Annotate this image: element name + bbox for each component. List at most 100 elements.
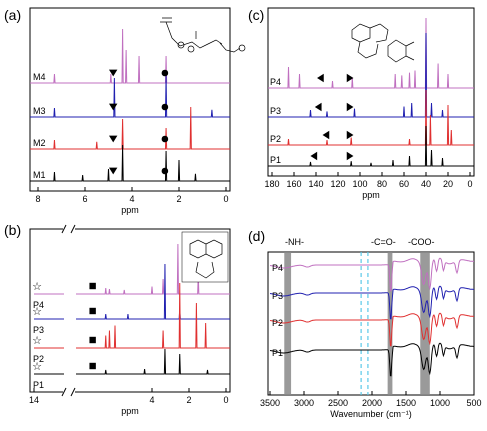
- series-label-p1: P1: [33, 380, 44, 390]
- series-label-p1: P1: [270, 155, 281, 165]
- marker-square-p1: [89, 362, 96, 370]
- series-line-m3: [30, 74, 230, 118]
- series-label-m3: M3: [33, 106, 46, 116]
- marker-triangle-left-p4: [317, 73, 324, 83]
- series-line-p4: [34, 243, 230, 295]
- series-line-m2: [30, 106, 230, 150]
- x-tick-label: 6: [82, 194, 87, 204]
- x-tick-label: 140: [308, 179, 323, 189]
- series-label-p2: P2: [272, 318, 283, 328]
- marker-triangle-right-p1: [346, 151, 354, 161]
- series-label-p3: P3: [33, 325, 44, 335]
- x-tick-label: 180: [264, 179, 279, 189]
- axis-break-gap: [63, 388, 75, 396]
- x-tick-label: 4: [129, 194, 134, 204]
- series-line-p1: [268, 125, 474, 167]
- panel-d-data: P4 P3 P2 P1: [269, 257, 474, 377]
- marker-circle-m3: [161, 103, 169, 111]
- x-tick-label: 3500: [260, 398, 280, 408]
- axis-break-mark: [61, 387, 67, 397]
- series-line-p1: [269, 342, 474, 377]
- series-label-p4: P4: [272, 263, 283, 273]
- plot-frame-b: [29, 228, 231, 393]
- panel-c-molecule: [351, 23, 415, 63]
- panel-d-bands: [284, 252, 430, 395]
- marker-circle-m1: [161, 167, 169, 175]
- x-axis-label: ppm: [362, 190, 380, 200]
- panel-b-axis: 14 4 2 0 ppm: [29, 224, 229, 416]
- x-tick-label: 2000: [362, 398, 382, 408]
- annotation-nh: -NH-: [285, 237, 304, 247]
- panel-label-b: (b): [4, 222, 21, 238]
- panel-label-d: (d): [248, 228, 265, 244]
- marker-triangle-down-m3: [109, 103, 118, 111]
- series-label-p4: P4: [33, 300, 44, 310]
- plot-frame-d: [267, 251, 475, 396]
- panel-c-data: P4 P3 P2 P1: [268, 17, 474, 167]
- series-line-p3: [269, 285, 474, 320]
- x-tick-label: 4: [149, 395, 154, 405]
- marker-circle-m4: [161, 69, 169, 77]
- annotation-co: -C=O-: [371, 237, 396, 247]
- plot-frame-a: [29, 7, 231, 192]
- panel-label-c: (c): [248, 7, 264, 23]
- x-tick-label: 8: [35, 194, 40, 204]
- series-label-p2: P2: [270, 134, 281, 144]
- marker-triangle-down-m2: [109, 135, 118, 143]
- x-tick-label: 60: [399, 179, 409, 189]
- series-label-p3: P3: [270, 106, 281, 116]
- panel-b: (b) P4 P3 P2 P1 ☆ ☆ ☆ ☆ 14 4 2 0 ppm: [4, 222, 231, 416]
- series-line-p4: [269, 257, 474, 292]
- x-tick-label: 80: [377, 179, 387, 189]
- marker-square-p3: [89, 307, 96, 315]
- x-tick-label: 40: [421, 179, 431, 189]
- marker-triangle-right-p3: [346, 102, 354, 112]
- panel-a: (a) M4 M3 M2 M1 8 6 4 2 0 ppm: [4, 7, 246, 215]
- axis-break-mark: [70, 387, 76, 397]
- series-label-p2: P2: [33, 354, 44, 364]
- x-tick-label: 20: [443, 179, 453, 189]
- x-tick-label: 0: [467, 179, 472, 189]
- panel-b-data: P4 P3 P2 P1 ☆ ☆ ☆ ☆: [32, 243, 230, 390]
- series-line-m1: [30, 144, 230, 182]
- band-shade: [387, 252, 393, 395]
- panel-d: (d) P4 P3 P2 P1 3500 3000 2500 2000 1500 1000 500…: [248, 228, 482, 419]
- axis-break-gap: [63, 225, 75, 233]
- series-line-p2: [269, 312, 474, 347]
- series-line-p2: [268, 89, 474, 146]
- series-line-m4: [30, 28, 230, 84]
- panel-a-data: M4 M3 M2 M1: [30, 28, 230, 182]
- marker-star-p2: ☆: [32, 335, 42, 347]
- panel-a-axis: 8 6 4 2 0 ppm: [35, 187, 229, 215]
- series-label-m2: M2: [33, 138, 46, 148]
- series-line-p2: [34, 282, 230, 349]
- marker-star-p4: ☆: [32, 281, 42, 293]
- panel-b-molecule: [181, 231, 229, 283]
- x-tick-label: 0: [223, 194, 228, 204]
- series-label-p1: P1: [272, 348, 283, 358]
- series-line-p3: [268, 32, 474, 118]
- marker-circle-m2: [161, 135, 169, 143]
- marker-star-p1: ☆: [32, 361, 42, 373]
- x-tick-label: 14: [29, 395, 39, 405]
- panel-d-axis: 3500 3000 2500 2000 1500 1000 500 Wavenumber (c…: [260, 391, 482, 419]
- axis-break-mark: [70, 224, 76, 234]
- panel-a-molecule: [160, 17, 246, 53]
- x-axis-label: ppm: [121, 205, 139, 215]
- marker-triangle-left-p1: [310, 151, 318, 161]
- x-tick-label: 2: [176, 194, 181, 204]
- series-label-p3: P3: [272, 291, 283, 301]
- x-tick-label: 100: [352, 179, 367, 189]
- x-tick-label: 1500: [396, 398, 416, 408]
- x-tick-label: 0: [223, 395, 228, 405]
- marker-triangle-down-m4: [109, 69, 118, 77]
- series-label-m4: M4: [33, 72, 46, 82]
- x-tick-label: 1000: [430, 398, 450, 408]
- panel-c-axis: 180 160 140 120 100 80 60 40 20 0 ppm: [264, 172, 473, 200]
- marker-triangle-right-p2: [346, 130, 354, 140]
- series-label-m1: M1: [33, 170, 46, 180]
- band-shade: [420, 252, 430, 395]
- marker-square-p2: [89, 336, 96, 344]
